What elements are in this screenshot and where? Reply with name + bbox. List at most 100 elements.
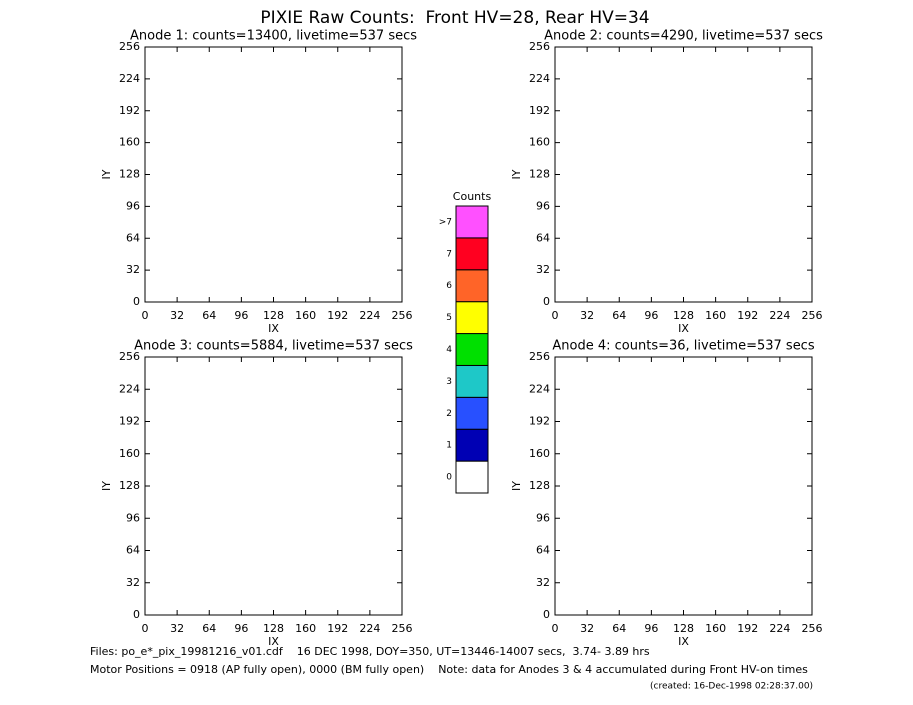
y-tick-label: 64 [126,231,140,244]
y-tick-label: 96 [536,511,550,524]
y-tick-label: 96 [126,199,140,212]
colorbar-label: 2 [446,409,452,419]
x-tick-label: 128 [263,309,284,322]
panel-title: Anode 3: counts=5884, livetime=537 secs [134,339,413,354]
x-axis-label: IX [678,322,689,335]
y-tick-label: 256 [119,350,140,363]
x-tick-label: 96 [234,622,248,635]
y-tick-label: 0 [133,295,140,308]
x-axis-label: IX [268,635,279,648]
y-axis-label: IY [510,481,523,491]
y-tick-label: 0 [543,608,550,621]
x-tick-label: 256 [392,622,413,635]
color-swatch [455,396,489,430]
main-title: PIXIE Raw Counts: Front HV=28, Rear HV=3… [260,8,649,28]
x-tick-label: 256 [802,622,823,635]
y-tick-label: 160 [119,136,140,149]
color-swatch [455,364,489,398]
color-swatch [455,428,489,462]
panel-title: Anode 1: counts=13400, livetime=537 secs [130,29,417,44]
x-tick-label: 256 [802,309,823,322]
panel-title: Anode 4: counts=36, livetime=537 secs [552,339,814,354]
x-axis-label: IX [268,322,279,335]
x-tick-label: 0 [552,622,559,635]
y-tick-label: 192 [119,104,140,117]
x-tick-label: 192 [737,309,758,322]
y-tick-label: 224 [119,382,140,395]
x-axis-label: IX [678,635,689,648]
x-tick-label: 160 [295,622,316,635]
plot-frame [554,46,813,303]
color-swatch [455,205,489,239]
x-tick-label: 32 [170,309,184,322]
x-tick-label: 128 [673,622,694,635]
color-swatch [455,333,489,366]
y-tick-label: 96 [536,199,550,212]
color-swatch [455,269,489,303]
y-tick-label: 256 [119,40,140,53]
colorbar-label: 6 [446,281,452,291]
y-tick-label: 192 [119,415,140,428]
y-tick-label: 32 [126,576,140,589]
y-axis-label: IY [100,169,113,179]
color-swatch [455,460,489,494]
x-tick-label: 96 [234,309,248,322]
x-tick-label: 224 [359,309,380,322]
y-tick-label: 96 [126,511,140,524]
x-tick-label: 192 [327,622,348,635]
x-tick-label: 32 [580,309,594,322]
y-tick-label: 64 [536,544,550,557]
x-tick-label: 192 [737,622,758,635]
x-tick-label: 64 [202,622,216,635]
y-tick-label: 32 [536,576,550,589]
x-tick-label: 32 [170,622,184,635]
footer-text: Motor Positions = 0918 (AP fully open), … [90,663,808,676]
colorbar-label: 5 [446,313,452,323]
color-swatch [455,301,489,335]
y-tick-label: 160 [529,447,550,460]
y-tick-label: 192 [529,104,550,117]
y-tick-label: 128 [119,479,140,492]
y-tick-label: 128 [529,479,550,492]
footer-text: Files: po_e*_pix_19981216_v01.cdf 16 DEC… [90,645,650,658]
x-tick-label: 128 [673,309,694,322]
y-tick-label: 64 [536,231,550,244]
y-tick-label: 160 [529,136,550,149]
colorbar-label: 7 [446,249,452,259]
y-tick-label: 32 [536,263,550,276]
x-tick-label: 128 [263,622,284,635]
x-tick-label: 224 [769,309,790,322]
colorbar-label: >7 [439,217,452,227]
x-tick-label: 64 [612,309,626,322]
y-tick-label: 64 [126,544,140,557]
x-tick-label: 224 [359,622,380,635]
colorbar-label: 4 [446,345,452,355]
y-tick-label: 160 [119,447,140,460]
y-tick-label: 192 [529,415,550,428]
colorbar-label: 3 [446,377,452,387]
x-tick-label: 192 [327,309,348,322]
plot-frame [144,356,403,616]
y-tick-label: 128 [119,168,140,181]
y-tick-label: 256 [529,40,550,53]
x-tick-label: 256 [392,309,413,322]
x-tick-label: 96 [644,309,658,322]
color-swatch [455,237,489,271]
x-tick-label: 160 [705,309,726,322]
y-tick-label: 256 [529,350,550,363]
x-tick-label: 64 [202,309,216,322]
x-tick-label: 0 [552,309,559,322]
panel-title: Anode 2: counts=4290, livetime=537 secs [544,29,823,44]
y-tick-label: 0 [543,295,550,308]
colorbar-label: 1 [446,441,452,451]
y-axis-label: IY [510,169,523,179]
x-tick-label: 0 [142,309,149,322]
x-tick-label: 160 [705,622,726,635]
x-tick-label: 0 [142,622,149,635]
y-tick-label: 32 [126,263,140,276]
x-tick-label: 96 [644,622,658,635]
x-tick-label: 32 [580,622,594,635]
y-tick-label: 224 [119,72,140,85]
y-tick-label: 0 [133,608,140,621]
